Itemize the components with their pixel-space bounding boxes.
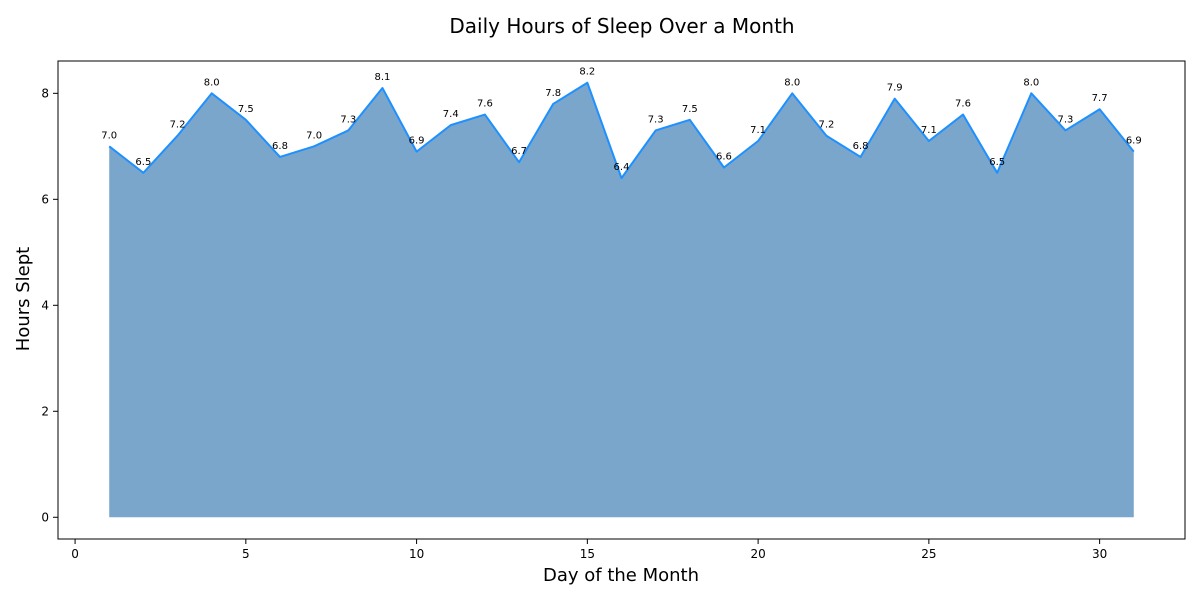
data-label: 7.0 — [306, 130, 322, 141]
data-label: 6.4 — [614, 162, 630, 173]
data-label: 7.9 — [887, 83, 903, 94]
data-label: 6.6 — [716, 152, 732, 163]
x-tick-label: 20 — [750, 547, 765, 561]
data-label: 8.0 — [784, 77, 800, 88]
data-label: 6.7 — [511, 146, 527, 157]
data-label: 7.2 — [170, 120, 186, 131]
data-label: 7.5 — [682, 104, 698, 115]
data-label: 7.3 — [648, 114, 664, 125]
data-label: 7.6 — [477, 99, 493, 110]
chart-title: Daily Hours of Sleep Over a Month — [449, 14, 794, 38]
x-tick-label: 10 — [409, 547, 424, 561]
y-tick-label: 4 — [41, 298, 49, 312]
data-label: 7.3 — [340, 114, 356, 125]
plot-area — [109, 83, 1134, 518]
data-label: 7.7 — [1092, 93, 1108, 104]
data-label: 8.2 — [579, 67, 595, 78]
x-tick-label: 25 — [921, 547, 936, 561]
data-label: 6.5 — [989, 157, 1005, 168]
data-label: 6.5 — [135, 157, 151, 168]
data-label: 7.6 — [955, 99, 971, 110]
data-label: 7.2 — [818, 120, 834, 131]
y-tick-label: 6 — [41, 192, 49, 206]
data-label: 8.0 — [1023, 77, 1039, 88]
x-axis-label: Day of the Month — [543, 565, 699, 586]
data-label: 8.1 — [374, 72, 390, 83]
data-label: 7.1 — [921, 125, 937, 136]
y-axis-label: Hours Slept — [13, 247, 34, 351]
data-label: 6.8 — [853, 141, 869, 152]
x-tick-label: 15 — [580, 547, 595, 561]
data-label: 7.8 — [545, 88, 561, 99]
data-label: 7.1 — [750, 125, 766, 136]
y-tick-label: 8 — [41, 86, 49, 100]
data-label: 6.9 — [1126, 136, 1142, 147]
data-label: 7.0 — [101, 130, 117, 141]
y-tick-label: 0 — [41, 510, 49, 524]
x-tick-label: 30 — [1092, 547, 1107, 561]
data-label: 7.4 — [443, 109, 459, 120]
x-tick-label: 5 — [242, 547, 250, 561]
data-label: 6.9 — [409, 136, 425, 147]
data-label: 6.8 — [272, 141, 288, 152]
data-label: 7.3 — [1058, 114, 1074, 125]
data-label: 8.0 — [204, 77, 220, 88]
y-tick-label: 2 — [41, 404, 49, 418]
data-label: 7.5 — [238, 104, 254, 115]
area-fill — [109, 83, 1134, 518]
x-tick-label: 0 — [71, 547, 79, 561]
